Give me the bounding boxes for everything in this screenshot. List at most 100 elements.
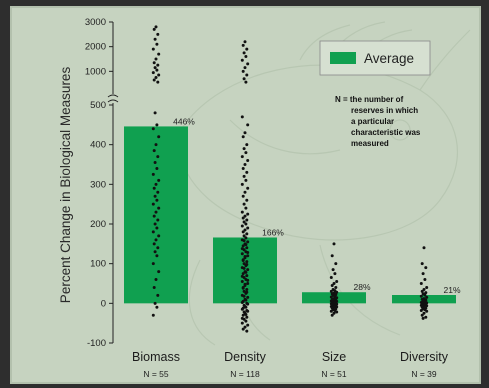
y-tick-label: 300 <box>90 179 106 190</box>
data-point <box>244 55 248 59</box>
y-tick-label: 1000 <box>85 66 106 77</box>
data-point <box>241 258 245 262</box>
data-point <box>151 71 155 75</box>
data-point <box>243 325 247 329</box>
data-point <box>155 254 159 258</box>
data-point <box>240 316 244 320</box>
data-point <box>241 194 245 198</box>
data-point <box>155 42 159 46</box>
data-point <box>152 214 156 218</box>
data-point <box>241 135 245 139</box>
data-point <box>246 186 250 190</box>
data-point <box>246 251 250 255</box>
data-point <box>245 329 249 333</box>
data-point <box>423 293 427 297</box>
data-point <box>329 289 333 293</box>
data-point <box>245 290 249 294</box>
data-point <box>425 309 429 313</box>
data-point <box>241 69 245 73</box>
data-point <box>245 246 249 250</box>
data-point <box>329 276 333 280</box>
data-point <box>246 159 250 163</box>
data-point <box>157 135 161 139</box>
y-tick-label: 500 <box>90 100 106 111</box>
data-point <box>155 198 159 202</box>
data-point <box>157 270 161 274</box>
data-point <box>422 287 426 291</box>
data-point <box>242 239 246 243</box>
data-point <box>241 327 245 331</box>
data-point <box>241 286 245 290</box>
y-tick-label: 200 <box>90 219 106 230</box>
data-point <box>156 63 160 67</box>
data-point <box>153 301 157 305</box>
legend: Average <box>319 40 431 76</box>
points-group <box>151 25 429 333</box>
data-point <box>154 210 158 214</box>
y-tick-label: -100 <box>87 338 106 349</box>
y-tick-label: 400 <box>90 140 106 151</box>
bar-value-label: 446% <box>173 116 195 126</box>
data-point <box>246 212 250 216</box>
data-point <box>245 170 249 174</box>
data-point <box>154 278 158 282</box>
data-point <box>241 306 245 310</box>
data-point <box>424 291 428 295</box>
data-point <box>246 62 250 66</box>
data-point <box>246 278 250 282</box>
data-point <box>244 243 248 247</box>
data-point <box>242 294 246 298</box>
data-point <box>157 234 161 238</box>
data-point <box>245 198 249 202</box>
data-point <box>422 246 426 250</box>
data-point <box>243 66 247 70</box>
data-point <box>424 315 428 319</box>
data-point <box>240 210 244 214</box>
data-point <box>240 155 244 159</box>
data-point <box>330 313 334 317</box>
data-point <box>155 226 159 230</box>
n-label: N = 118 <box>230 369 260 379</box>
data-point <box>425 285 429 289</box>
data-point <box>242 266 246 270</box>
data-point <box>152 242 156 246</box>
data-point <box>419 282 423 285</box>
data-point <box>242 77 246 81</box>
data-point <box>421 316 425 320</box>
data-point <box>151 230 155 234</box>
bar-value-label: 21% <box>443 285 460 295</box>
data-point <box>151 47 155 51</box>
data-point <box>243 228 247 232</box>
data-point <box>419 294 423 298</box>
data-point <box>245 260 249 264</box>
data-point <box>243 163 247 166</box>
data-point <box>240 301 244 305</box>
data-point <box>244 206 248 210</box>
data-point <box>156 246 160 250</box>
data-point <box>245 315 249 319</box>
data-point <box>330 254 334 258</box>
data-point <box>240 252 244 256</box>
data-point <box>244 222 248 226</box>
data-point <box>329 309 333 313</box>
bar-value-label: 166% <box>262 227 284 237</box>
data-point <box>156 218 160 222</box>
data-point <box>153 222 157 226</box>
data-point <box>154 25 158 29</box>
data-point <box>240 224 244 228</box>
data-point <box>157 206 161 210</box>
bar-biomass <box>124 126 188 304</box>
note-text: N = the number of reserves in which a pa… <box>335 95 423 148</box>
data-point <box>422 311 426 315</box>
data-point <box>152 149 156 153</box>
data-point <box>242 202 246 206</box>
data-point <box>332 282 336 285</box>
data-point <box>151 262 155 266</box>
data-point <box>240 280 244 284</box>
bars-group <box>124 126 456 304</box>
n-label: N = 39 <box>411 369 437 379</box>
data-point <box>244 298 248 302</box>
data-point <box>152 27 156 31</box>
data-point <box>154 143 158 147</box>
data-point <box>151 202 155 206</box>
